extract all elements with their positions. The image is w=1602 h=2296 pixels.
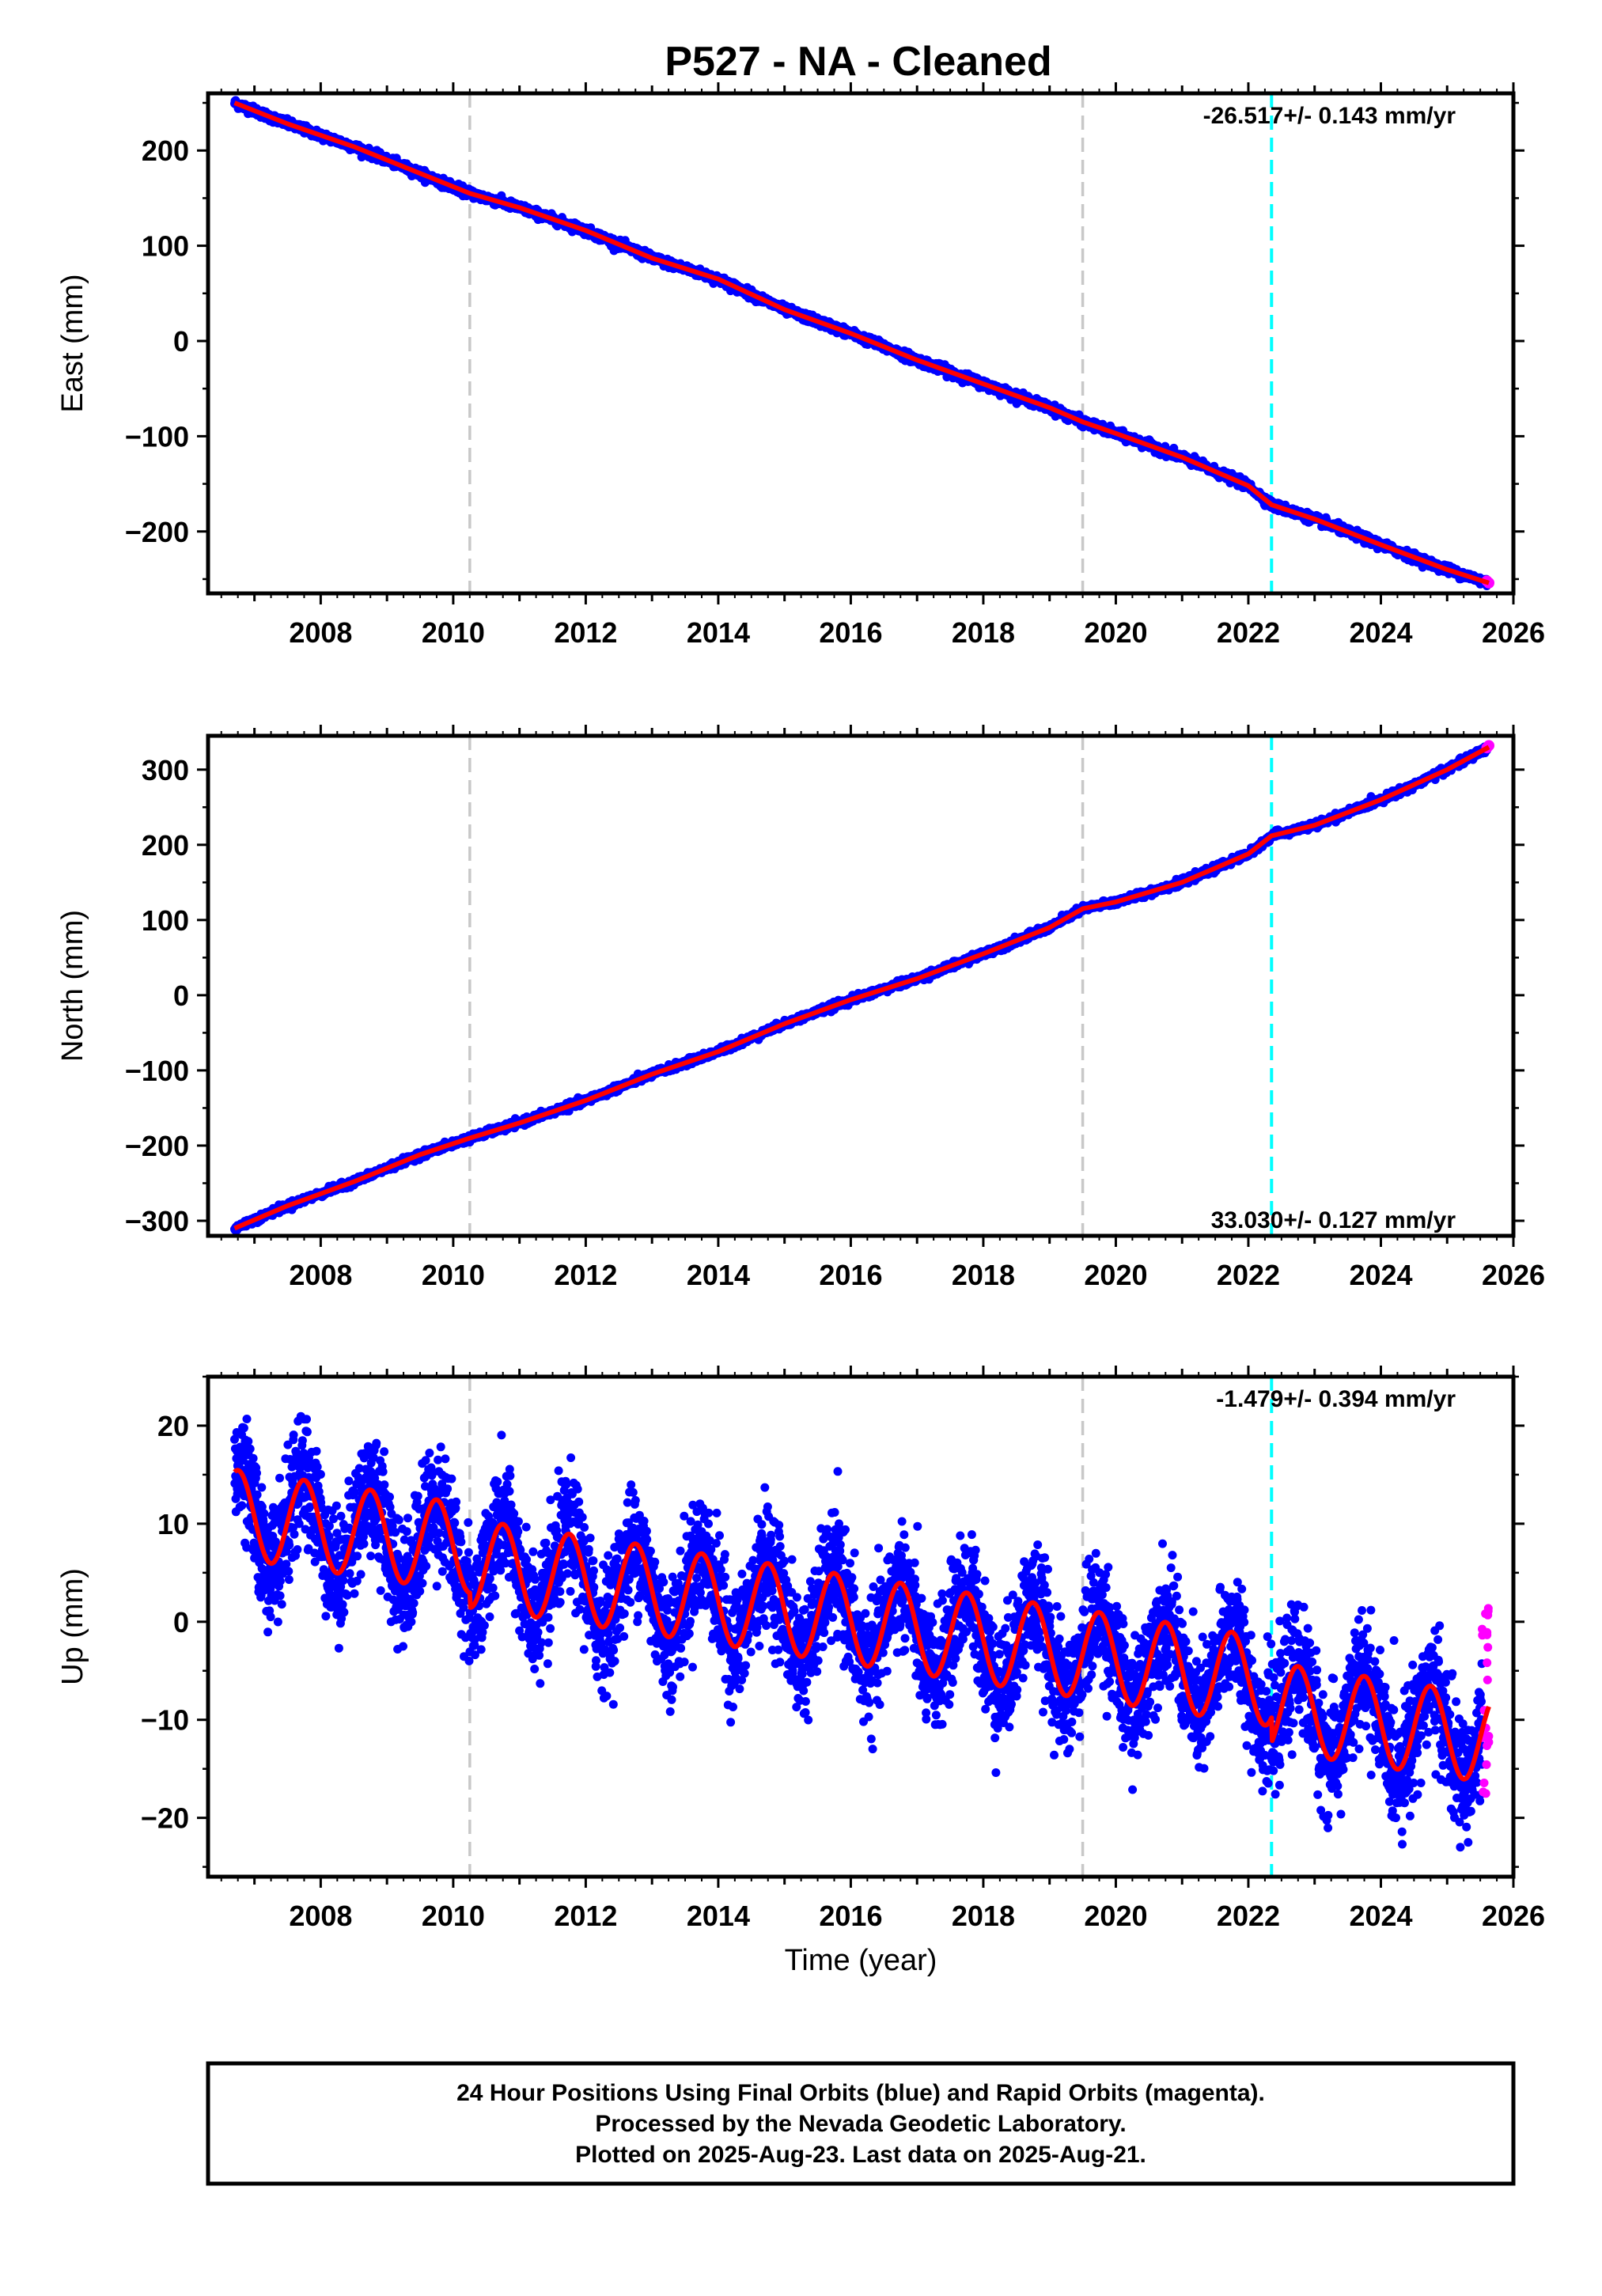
x-tick-label: 2014 xyxy=(687,616,750,649)
x-tick-label: 2022 xyxy=(1217,616,1280,649)
x-tick-label: 2020 xyxy=(1084,616,1147,649)
x-tick-label: 2024 xyxy=(1349,616,1412,649)
model-fit-line xyxy=(233,100,1490,585)
plot-frame xyxy=(206,91,1516,596)
x-tick-label: 2012 xyxy=(554,616,617,649)
x-tick-label: 2026 xyxy=(1482,616,1545,649)
x-tick-label: 2010 xyxy=(422,616,485,649)
y-tick-label: −100 xyxy=(125,420,189,453)
y-tick-label: 200 xyxy=(142,135,189,167)
y-tick-label: 0 xyxy=(173,325,189,358)
velocity-label: -26.517+/- 0.143 mm/yr xyxy=(1203,103,1456,129)
x-tick-label: 2008 xyxy=(289,616,352,649)
y-tick-label: 100 xyxy=(142,230,189,263)
plot-area xyxy=(230,736,1495,1236)
final-orbit-points xyxy=(230,742,1491,1235)
east-panel: −200 −100 0 100 200 2008 2010 2012 2014 2016 2018 2… xyxy=(56,82,1545,649)
y-tick-label: −200 xyxy=(125,516,189,548)
figure-title: P527 - NA - Cleaned xyxy=(665,39,1051,85)
x-tick-label: 2018 xyxy=(952,616,1015,649)
x-tick-label: 2016 xyxy=(819,616,882,649)
y-axis-label: East (mm) xyxy=(56,274,89,412)
plot-area xyxy=(230,93,1495,593)
